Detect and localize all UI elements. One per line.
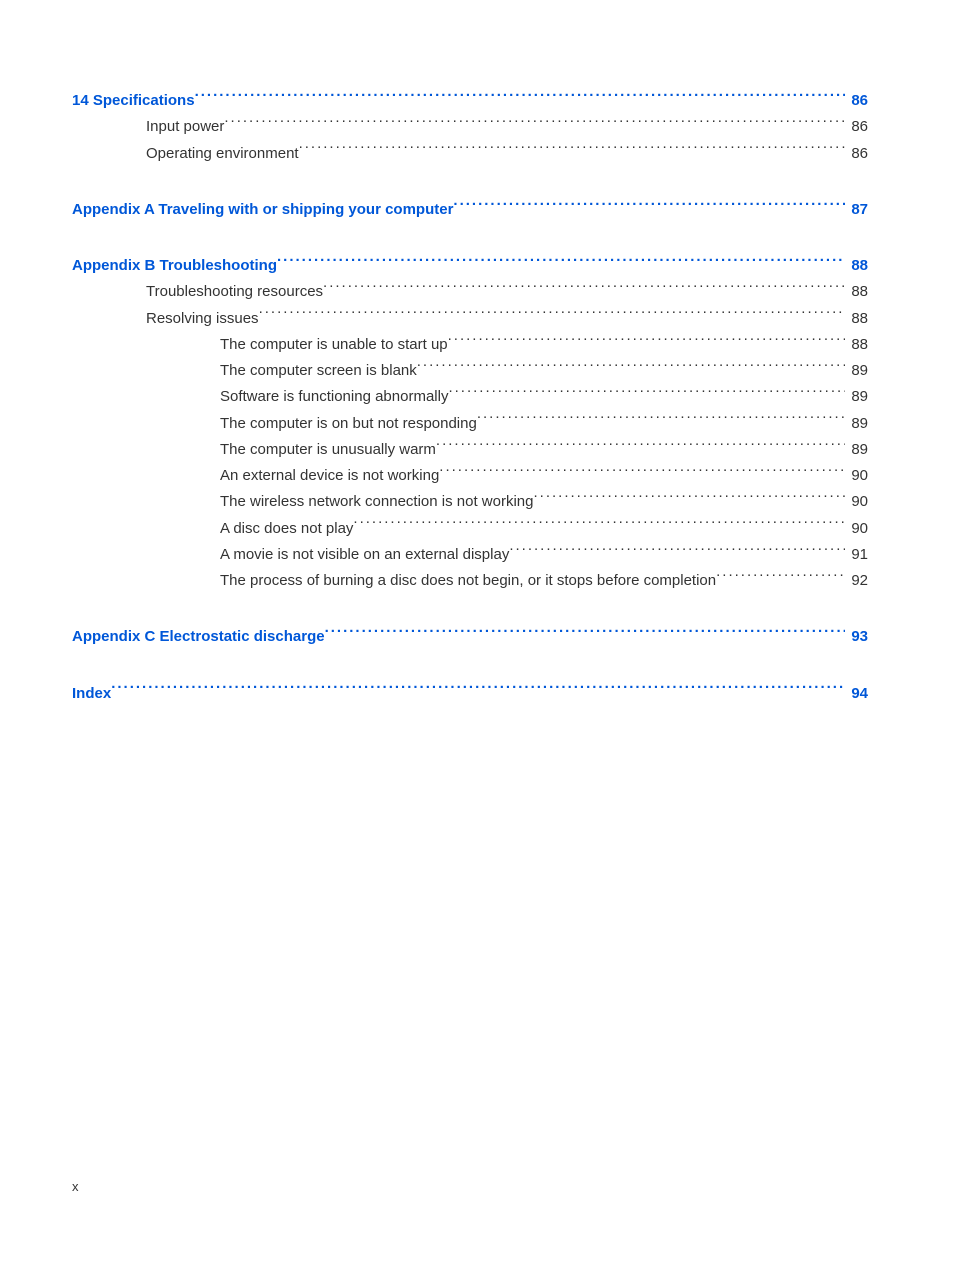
toc-entry: The process of burning a disc does not b… bbox=[72, 568, 868, 594]
toc-entry: The computer is on but not responding 89 bbox=[72, 411, 868, 437]
toc-page-number: 90 bbox=[845, 463, 868, 489]
toc-page-number: 88 bbox=[845, 306, 868, 332]
toc-entry: Resolving issues 88 bbox=[72, 306, 868, 332]
toc-label: The computer screen is blank bbox=[220, 358, 417, 384]
toc-entry: Troubleshooting resources 88 bbox=[72, 279, 868, 305]
toc-link-label[interactable]: Appendix B Troubleshooting bbox=[72, 253, 277, 279]
toc-page-number: 86 bbox=[845, 114, 868, 140]
toc-entry[interactable]: 14 Specifications 86 bbox=[72, 88, 868, 114]
dot-leader bbox=[509, 544, 845, 559]
toc-label: Software is functioning abnormally bbox=[220, 384, 448, 410]
toc-label: The computer is unusually warm bbox=[220, 437, 436, 463]
toc-entry[interactable]: Index 94 bbox=[72, 681, 868, 707]
toc-page-number: 89 bbox=[845, 358, 868, 384]
toc-page-number: 89 bbox=[845, 411, 868, 437]
toc-entry: Software is functioning abnormally 89 bbox=[72, 384, 868, 410]
toc-entry: The computer is unusually warm 89 bbox=[72, 437, 868, 463]
table-of-contents: 14 Specifications86Input power86Operatin… bbox=[72, 88, 868, 707]
toc-link-label[interactable]: Index bbox=[72, 681, 111, 707]
toc-link-label[interactable]: 14 Specifications bbox=[72, 88, 195, 114]
dot-leader bbox=[224, 116, 845, 131]
toc-entry: An external device is not working 90 bbox=[72, 463, 868, 489]
toc-page-number: 86 bbox=[845, 141, 868, 167]
toc-entry: The computer is unable to start up 88 bbox=[72, 332, 868, 358]
toc-page-number: 94 bbox=[845, 681, 868, 707]
dot-leader bbox=[417, 360, 846, 375]
toc-label: Operating environment bbox=[146, 141, 299, 167]
toc-page-number: 88 bbox=[845, 279, 868, 305]
toc-label: The wireless network connection is not w… bbox=[220, 489, 533, 515]
dot-leader bbox=[448, 334, 846, 349]
section-gap bbox=[72, 167, 868, 197]
dot-leader bbox=[477, 413, 845, 428]
toc-link-label[interactable]: Appendix A Traveling with or shipping yo… bbox=[72, 197, 453, 223]
dot-leader bbox=[325, 626, 846, 641]
dot-leader bbox=[448, 386, 845, 401]
document-page: 14 Specifications86Input power86Operatin… bbox=[0, 0, 954, 1270]
toc-entry: The computer screen is blank 89 bbox=[72, 358, 868, 384]
dot-leader bbox=[323, 281, 845, 296]
dot-leader bbox=[111, 683, 845, 698]
toc-entry[interactable]: Appendix B Troubleshooting 88 bbox=[72, 253, 868, 279]
dot-leader bbox=[453, 199, 845, 214]
toc-page-number: 86 bbox=[845, 88, 868, 114]
toc-label: A disc does not play bbox=[220, 516, 353, 542]
toc-page-number: 88 bbox=[845, 332, 868, 358]
dot-leader bbox=[195, 90, 846, 105]
section-gap bbox=[72, 651, 868, 681]
toc-page-number: 91 bbox=[845, 542, 868, 568]
toc-label: Resolving issues bbox=[146, 306, 259, 332]
toc-page-number: 90 bbox=[845, 516, 868, 542]
toc-label: An external device is not working bbox=[220, 463, 439, 489]
toc-page-number: 90 bbox=[845, 489, 868, 515]
toc-entry: The wireless network connection is not w… bbox=[72, 489, 868, 515]
toc-entry: Operating environment 86 bbox=[72, 141, 868, 167]
toc-label: A movie is not visible on an external di… bbox=[220, 542, 509, 568]
toc-entry[interactable]: Appendix C Electrostatic discharge 93 bbox=[72, 624, 868, 650]
toc-label: The computer is on but not responding bbox=[220, 411, 477, 437]
dot-leader bbox=[533, 491, 845, 506]
toc-link-label[interactable]: Appendix C Electrostatic discharge bbox=[72, 624, 325, 650]
toc-entry: Input power 86 bbox=[72, 114, 868, 140]
dot-leader bbox=[436, 439, 845, 454]
toc-page-number: 92 bbox=[845, 568, 868, 594]
dot-leader bbox=[277, 255, 845, 270]
toc-entry[interactable]: Appendix A Traveling with or shipping yo… bbox=[72, 197, 868, 223]
dot-leader bbox=[716, 570, 845, 585]
toc-entry: A disc does not play 90 bbox=[72, 516, 868, 542]
toc-label: Input power bbox=[146, 114, 224, 140]
toc-label: The computer is unable to start up bbox=[220, 332, 448, 358]
dot-leader bbox=[353, 518, 845, 533]
toc-page-number: 89 bbox=[845, 437, 868, 463]
page-number-footer: x bbox=[72, 1179, 79, 1194]
dot-leader bbox=[439, 465, 845, 480]
dot-leader bbox=[299, 143, 846, 158]
toc-label: Troubleshooting resources bbox=[146, 279, 323, 305]
section-gap bbox=[72, 223, 868, 253]
toc-page-number: 88 bbox=[845, 253, 868, 279]
toc-entry: A movie is not visible on an external di… bbox=[72, 542, 868, 568]
toc-page-number: 89 bbox=[845, 384, 868, 410]
toc-page-number: 87 bbox=[845, 197, 868, 223]
toc-page-number: 93 bbox=[845, 624, 868, 650]
toc-label: The process of burning a disc does not b… bbox=[220, 568, 716, 594]
dot-leader bbox=[259, 308, 846, 323]
section-gap bbox=[72, 594, 868, 624]
